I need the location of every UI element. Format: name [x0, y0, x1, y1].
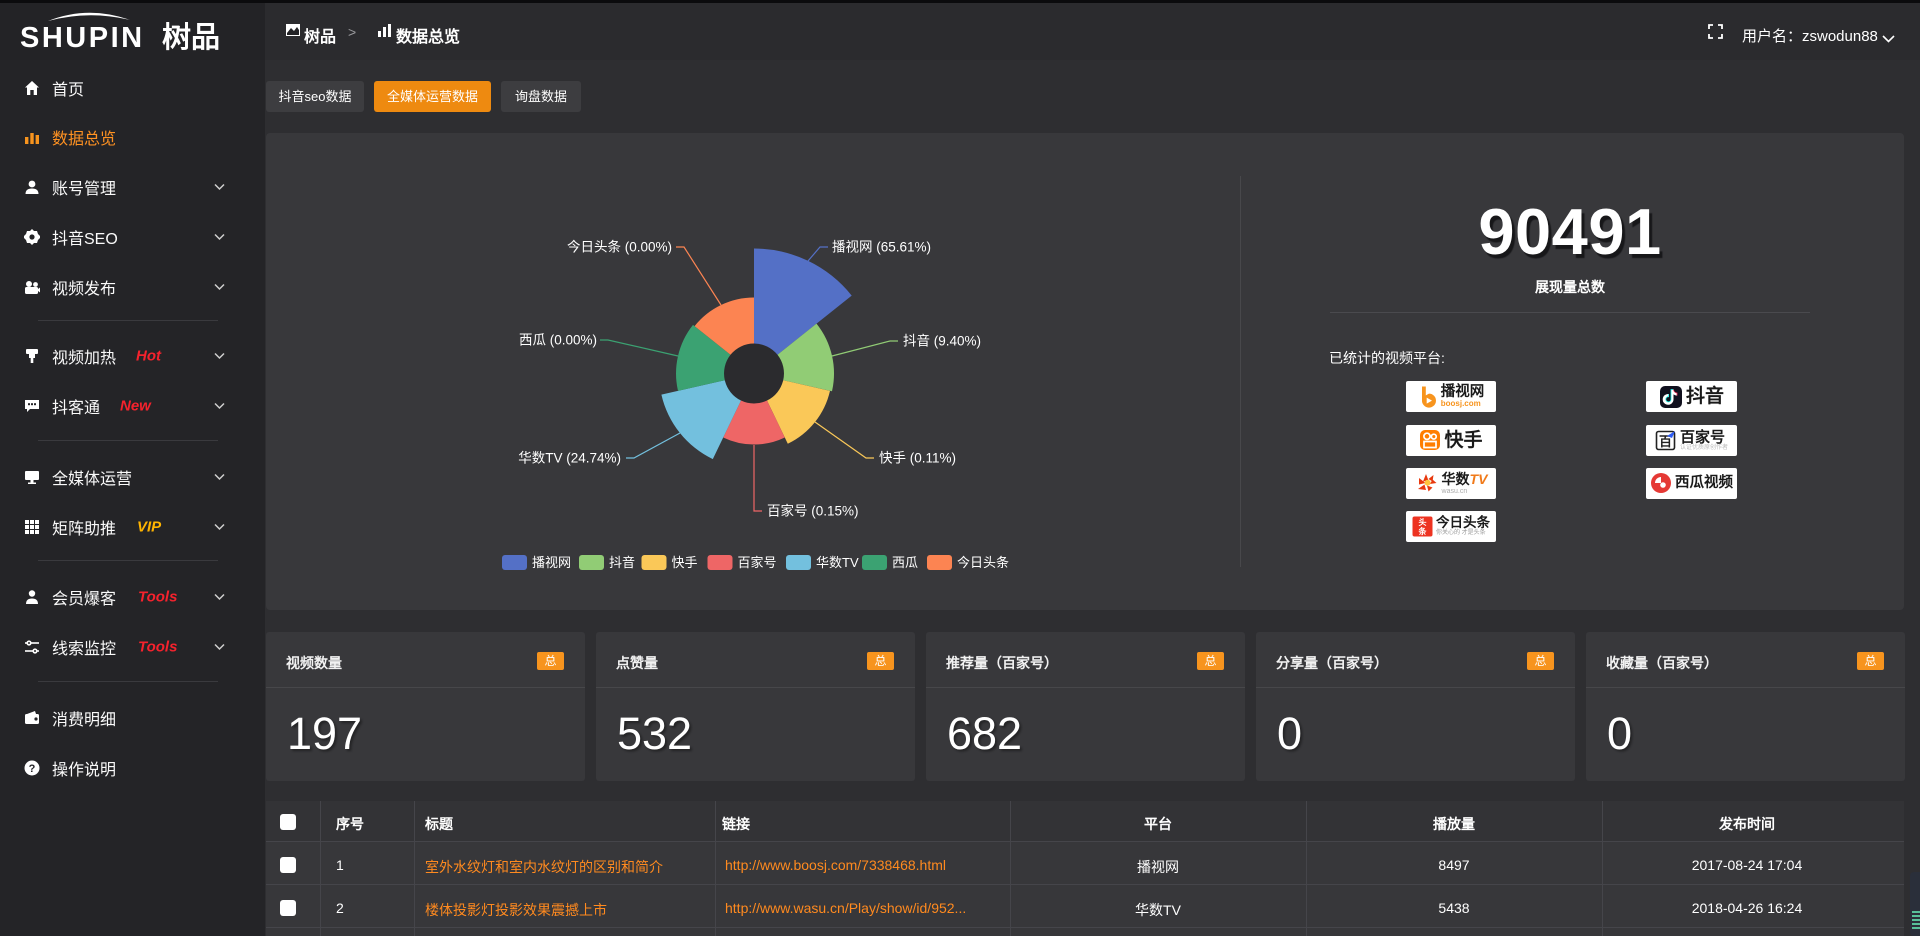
svg-text:百家号 (0.15%): 百家号 (0.15%) [767, 503, 859, 519]
svg-text:条: 条 [1418, 526, 1428, 536]
svg-text:华数TV (24.74%): 华数TV (24.74%) [518, 451, 621, 466]
svg-text:?: ? [29, 763, 36, 775]
svg-text:快手: 快手 [672, 555, 698, 570]
svg-text:抖音: 抖音 [609, 555, 635, 570]
svg-text:SHUPIN: SHUPIN [20, 22, 145, 54]
svg-text:今日头条: 今日头条 [957, 555, 1009, 570]
svg-text:百家号: 百家号 [738, 555, 777, 570]
svg-text:头: 头 [1419, 517, 1427, 527]
svg-text:西瓜: 西瓜 [892, 555, 918, 570]
svg-text:抖音 (9.40%): 抖音 (9.40%) [903, 333, 981, 349]
svg-text:华数TV: 华数TV [816, 555, 859, 570]
svg-text:播视网: 播视网 [532, 555, 571, 570]
svg-text:播视网 (65.61%): 播视网 (65.61%) [832, 240, 931, 255]
svg-text:今日头条 (0.00%): 今日头条 (0.00%) [567, 239, 672, 255]
svg-text:西瓜 (0.00%): 西瓜 (0.00%) [519, 333, 597, 348]
svg-text:树品: 树品 [162, 21, 220, 54]
svg-text:百: 百 [1659, 434, 1672, 449]
svg-text:快手 (0.11%): 快手 (0.11%) [879, 451, 956, 466]
